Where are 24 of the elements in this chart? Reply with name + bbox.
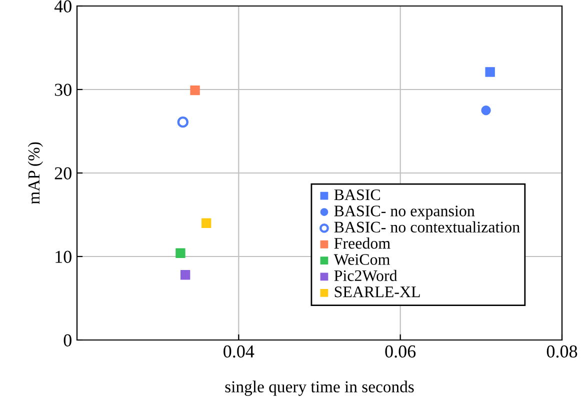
y-tick-label: 10 — [56, 250, 72, 263]
x-axis-title: single query time in seconds — [225, 380, 414, 396]
legend-label: SEARLE-XL — [334, 286, 420, 298]
point — [176, 248, 186, 258]
legend-label: Freedom — [334, 237, 390, 249]
y-tick-label: 40 — [54, 0, 72, 12]
legend-label: BASIC- no expansion — [334, 206, 475, 220]
legend-label: WeiCom — [334, 254, 390, 265]
point — [190, 85, 200, 96]
x-tick-label: 0.08 — [546, 345, 578, 358]
y-tick-label: 30 — [54, 84, 72, 96]
y-tick-label: 0 — [64, 334, 72, 346]
legend-label: BASIC — [334, 189, 380, 200]
point — [180, 270, 190, 280]
x-tick-label: 0.06 — [385, 345, 416, 358]
point — [485, 67, 495, 77]
y-axis-title: mAP (%) — [28, 142, 43, 204]
point — [481, 106, 491, 116]
point — [201, 218, 212, 228]
legend-label: Pic2Word — [334, 270, 398, 282]
legend-label: BASIC- no contextualization — [334, 221, 520, 233]
point — [177, 116, 188, 128]
x-tick-label: 0.04 — [224, 345, 254, 358]
y-tick-label: 20 — [54, 167, 72, 180]
